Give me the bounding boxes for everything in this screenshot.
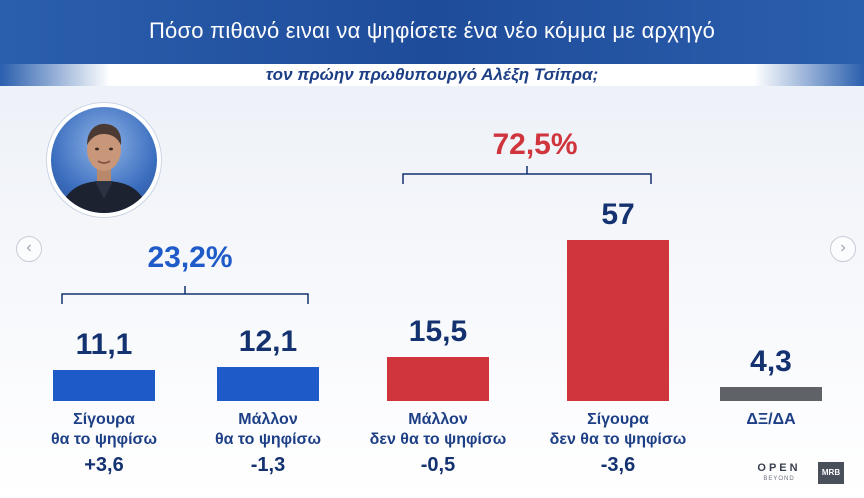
bar-value-label: 4,3 xyxy=(750,345,792,378)
subtitle-bar xyxy=(0,64,864,86)
oppose-total-percent: 72,5% xyxy=(492,128,578,161)
bar-value-label: 12,1 xyxy=(238,325,298,358)
open-logo: OPEN xyxy=(757,462,801,474)
category-label: Σίγουρα xyxy=(587,411,649,428)
bar xyxy=(53,370,155,401)
next-arrow-icon[interactable]: › xyxy=(830,236,856,262)
category-label: δεν θα το ψηφίσω xyxy=(549,431,687,448)
mrb-logo: MRB xyxy=(818,462,844,484)
category-label: θα το ψηφίσω xyxy=(50,431,158,448)
politician-photo xyxy=(47,103,161,217)
bar xyxy=(217,367,319,401)
chart-title: Πόσο πιθανό ειναι να ψηφίσετε ένα νέο κό… xyxy=(148,18,716,43)
category-label: Σίγουρα xyxy=(73,411,135,428)
bar xyxy=(567,240,669,401)
category-label: θα το ψηφίσω xyxy=(214,431,322,448)
change-label: +3,6 xyxy=(84,454,124,476)
header-bar xyxy=(0,0,864,64)
bar-value-label: 15,5 xyxy=(408,315,468,348)
bar xyxy=(720,387,822,401)
category-label: Μάλλον xyxy=(408,411,468,428)
open-logo-tagline: BEYOND xyxy=(763,476,795,482)
change-label: -1,3 xyxy=(250,454,286,476)
chart-subtitle: τον πρώην πρωθυπουργό Αλέξη Τσίπρα; xyxy=(265,65,599,84)
person-portrait-icon xyxy=(59,123,149,213)
change-label: -3,6 xyxy=(600,454,636,476)
bar xyxy=(387,357,489,401)
category-label: ΔΞ/ΔΑ xyxy=(746,411,796,428)
bar-value-label: 57 xyxy=(601,198,635,231)
support-total-percent: 23,2% xyxy=(147,241,233,274)
category-label: δεν θα το ψηφίσω xyxy=(369,431,507,448)
change-label: -0,5 xyxy=(420,454,456,476)
previous-arrow-icon[interactable]: ‹ xyxy=(16,236,42,262)
subtitle-bar-edge-left xyxy=(0,64,110,86)
bar-value-label: 11,1 xyxy=(75,328,133,361)
subtitle-bar-edge-right xyxy=(754,64,864,86)
category-label: Μάλλον xyxy=(238,411,298,428)
